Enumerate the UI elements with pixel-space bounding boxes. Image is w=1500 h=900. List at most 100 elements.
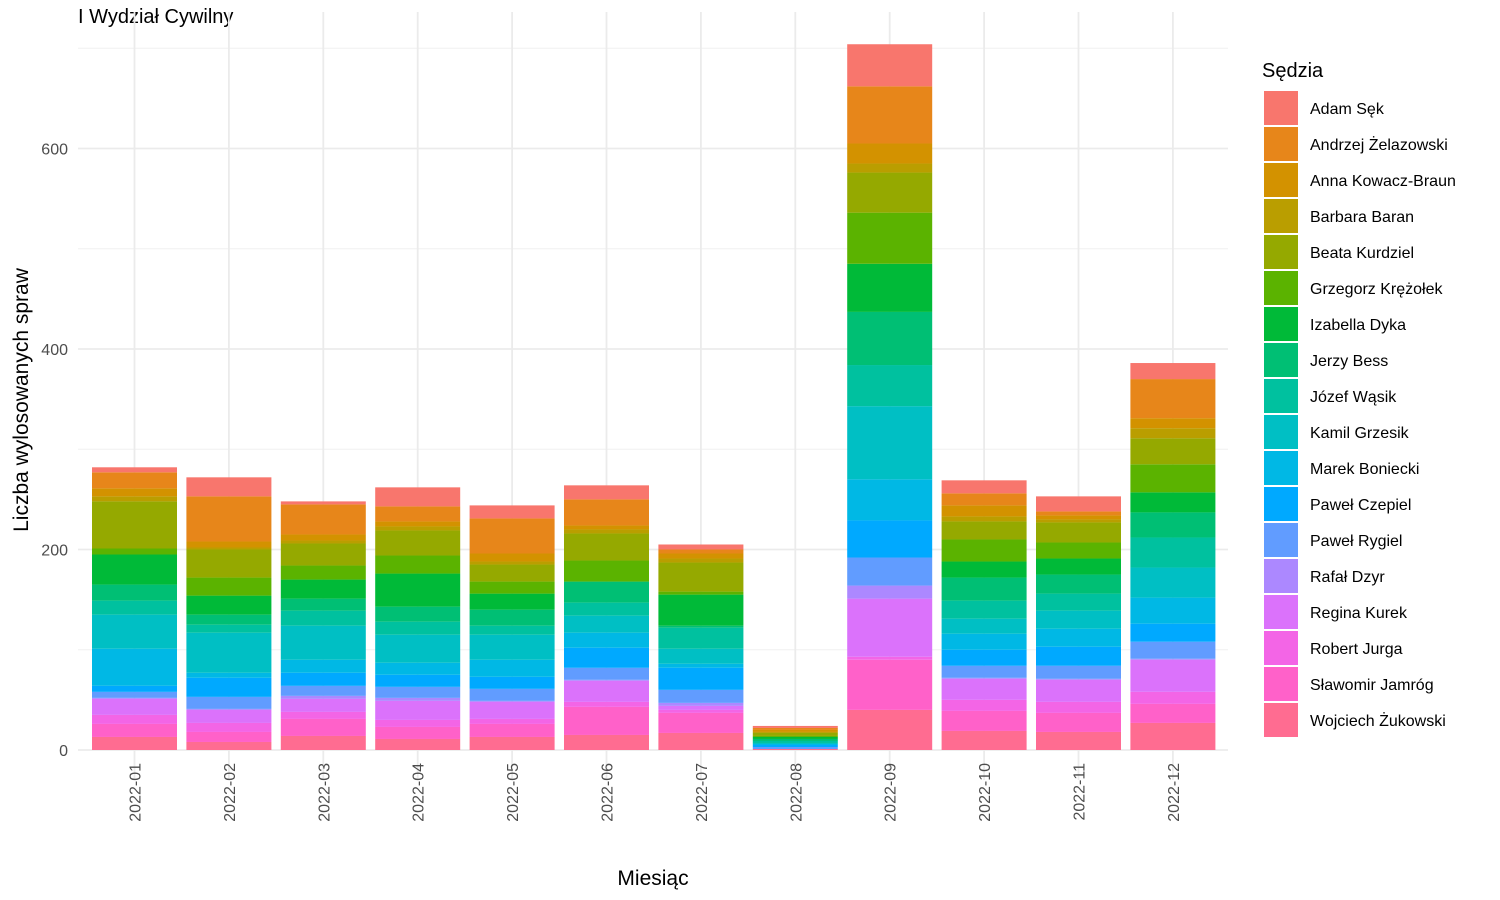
- bar-segment: [186, 614, 272, 625]
- bar-segment: [1036, 515, 1121, 520]
- legend-swatch: [1264, 523, 1298, 557]
- bar-segment: [375, 621, 461, 635]
- bar-segment: [752, 742, 838, 744]
- y-tick-label: 400: [41, 342, 68, 359]
- bar-segment: [1036, 522, 1121, 543]
- bar-segment: [469, 561, 555, 565]
- bar-segment: [186, 672, 272, 678]
- legend-label: Andrzej Żelazowski: [1310, 135, 1448, 154]
- bar-segment: [941, 505, 1027, 517]
- bar-segment: [564, 560, 649, 582]
- bar-segment: [186, 549, 272, 578]
- legend-swatch: [1264, 307, 1298, 341]
- bar-segment: [658, 663, 744, 668]
- y-axis-ticks: 0 200 400 600: [41, 142, 68, 761]
- bar-segment: [658, 627, 744, 649]
- bar-segment: [658, 558, 744, 563]
- bar-segment: [564, 499, 649, 526]
- legend-item: Marek Boniecki: [1264, 451, 1419, 485]
- x-tick-label: 2022-01: [128, 763, 145, 822]
- bar-segment: [375, 738, 461, 750]
- bar-segment: [1130, 623, 1216, 642]
- legend-label: Beata Kurdziel: [1310, 245, 1414, 262]
- bar-segment: [280, 735, 366, 750]
- bar-segment: [564, 525, 649, 530]
- bar-segment: [1130, 464, 1216, 493]
- bar-segment: [658, 689, 744, 703]
- bar-segment: [1130, 691, 1216, 704]
- bar-segment: [92, 698, 177, 715]
- legend-label: Barbara Baran: [1310, 209, 1414, 226]
- bar-segment: [752, 727, 838, 730]
- x-axis-ticks: 2022-01 2022-02 2022-03 2022-04 2022-05 2022-…: [128, 763, 1183, 822]
- bar-segment: [1036, 665, 1121, 679]
- bar-segment: [280, 543, 366, 566]
- bar-segment: [752, 736, 838, 739]
- bar-segment: [469, 723, 555, 737]
- x-tick-label: 2022-10: [977, 763, 994, 822]
- bar-segment: [1130, 641, 1216, 659]
- bar-segment: [1036, 593, 1121, 611]
- legend-label: Adam Sęk: [1310, 101, 1385, 118]
- bar-segment: [186, 496, 272, 542]
- bar-segment: [752, 743, 838, 745]
- bar-segment: [469, 625, 555, 635]
- legend-item: Barbara Baran: [1264, 199, 1414, 233]
- x-tick-label: 2022-04: [411, 763, 428, 822]
- bar-segment: [469, 505, 555, 519]
- legend-label: Kamil Grzesik: [1310, 425, 1410, 442]
- bar-segment: [752, 746, 838, 749]
- legend-swatch: [1264, 559, 1298, 593]
- legend-label: Józef Wąsik: [1310, 389, 1397, 406]
- bar-segment: [941, 618, 1027, 634]
- x-tick-label: 2022-05: [505, 763, 522, 822]
- legend-label: Paweł Czepiel: [1310, 497, 1411, 514]
- bar-segment: [658, 648, 744, 664]
- legend-swatch: [1264, 127, 1298, 161]
- bar-segment: [658, 705, 744, 710]
- legend-item: Józef Wąsik: [1264, 379, 1397, 413]
- bar-segment: [280, 625, 366, 660]
- bar-segment: [375, 606, 461, 622]
- legend-item: Beata Kurdziel: [1264, 235, 1414, 269]
- bar-segment: [92, 584, 177, 601]
- legend-item: Izabella Dyka: [1264, 307, 1406, 341]
- bar-segment: [186, 477, 272, 497]
- bar-segment: [752, 729, 838, 732]
- bar-segment: [658, 712, 744, 733]
- bar-segment: [280, 672, 366, 686]
- bar-segment: [1130, 512, 1216, 538]
- legend-label: Izabella Dyka: [1310, 317, 1406, 334]
- bar-segment: [564, 632, 649, 648]
- bar-segment: [1130, 438, 1216, 465]
- legend-label: Regina Kurek: [1310, 605, 1408, 622]
- bar-segment: [469, 593, 555, 610]
- bar-segment: [1036, 731, 1121, 750]
- bar-segment: [469, 700, 555, 702]
- x-tick-label: 2022-11: [1072, 763, 1089, 821]
- legend-swatch: [1264, 91, 1298, 125]
- bar-segment: [375, 726, 461, 739]
- bar-segment: [941, 649, 1027, 666]
- bar-segment: [186, 677, 272, 697]
- bar-segment: [280, 685, 366, 696]
- bar-segment: [847, 44, 933, 87]
- x-tick-label: 2022-07: [694, 763, 711, 822]
- legend-swatch: [1264, 703, 1298, 737]
- bar-segment: [941, 600, 1027, 619]
- legend-item: Grzegorz Krężołek: [1264, 271, 1443, 305]
- bar-segment: [280, 579, 366, 599]
- legend-item: Rafał Dzyr: [1264, 559, 1385, 593]
- bar-segment: [847, 365, 933, 407]
- bar-segment: [1130, 418, 1216, 429]
- bar-segment: [847, 479, 933, 521]
- bar-segment: [847, 598, 933, 657]
- legend-swatch: [1264, 343, 1298, 377]
- bar-segment: [658, 667, 744, 690]
- bar-segment: [564, 615, 649, 633]
- bar-segment: [847, 163, 933, 173]
- bar-segment: [564, 706, 649, 735]
- bar-segment: [752, 725, 838, 728]
- bar-segment: [469, 634, 555, 660]
- bar-segment: [1036, 712, 1121, 732]
